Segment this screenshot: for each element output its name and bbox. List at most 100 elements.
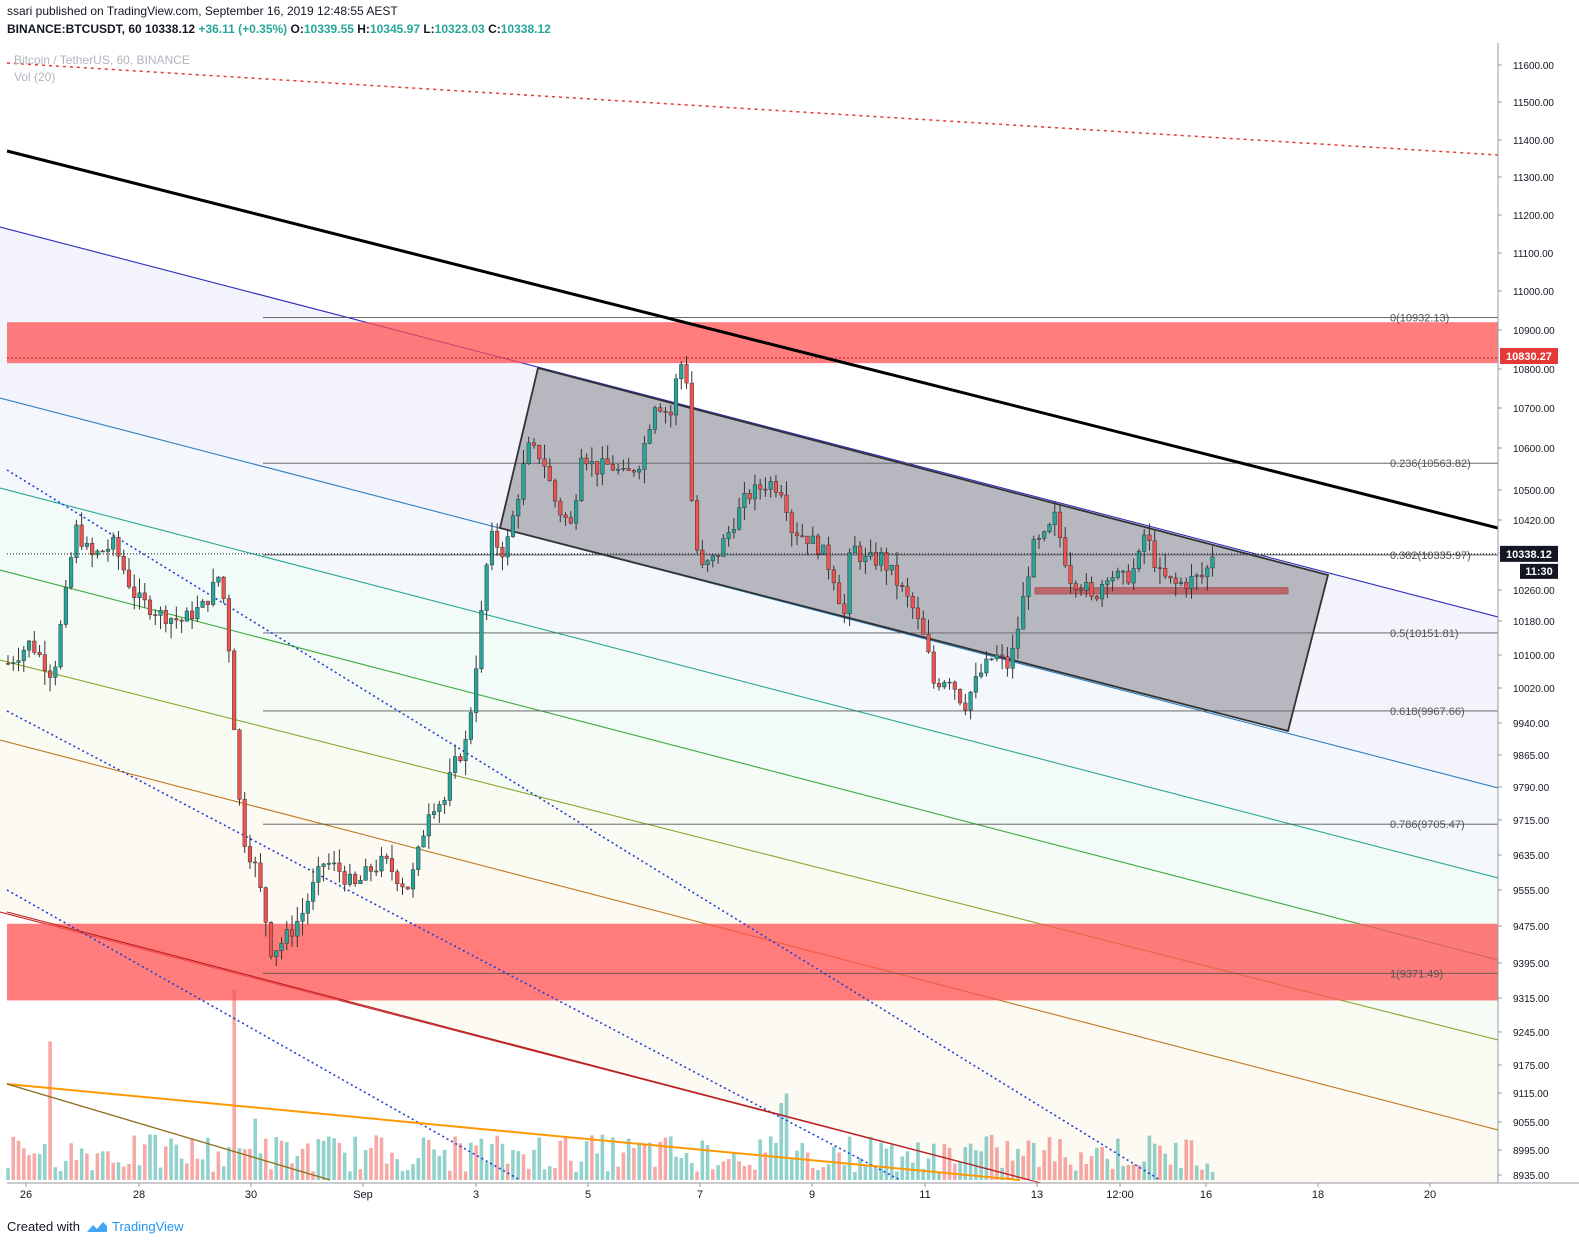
volume-bar [1184, 1139, 1189, 1180]
volume-bar [916, 1142, 920, 1180]
candle-body [58, 624, 63, 668]
candle-body [253, 861, 258, 864]
volume-bar [979, 1151, 983, 1180]
candle-body [5, 663, 11, 665]
candle-body [1000, 654, 1005, 657]
volume-bar [169, 1138, 173, 1180]
volume-bar [200, 1159, 205, 1180]
volume-bar [121, 1166, 126, 1180]
volume-bar [1100, 1146, 1104, 1180]
candle-body [1084, 581, 1089, 591]
candle-body [621, 468, 626, 470]
candle-body [163, 609, 168, 624]
volume-bar [658, 1141, 663, 1180]
volume-bar [647, 1142, 652, 1180]
candle-body [1005, 656, 1010, 669]
volume-bar [726, 1159, 731, 1180]
candle-body [1036, 538, 1042, 540]
candle-body [574, 500, 579, 524]
candle-body [147, 599, 153, 616]
candle-body [1210, 556, 1215, 569]
candle-body [353, 873, 358, 884]
candle-body [463, 739, 468, 762]
volume-bar [1179, 1167, 1183, 1180]
candle-body [74, 524, 79, 558]
volume-bar [737, 1161, 741, 1180]
volume-bar [847, 1136, 852, 1180]
candle-body [779, 492, 784, 496]
candle-body [726, 532, 731, 539]
candle-body [484, 564, 489, 611]
candle-body [316, 866, 321, 883]
volume-bar [1079, 1152, 1083, 1180]
volume-bar [384, 1163, 389, 1180]
symbol-label[interactable]: BINANCE:BTCUSDT, 60 [7, 22, 142, 36]
volume-bar [37, 1154, 42, 1180]
volume-bar [1210, 1171, 1215, 1180]
volume-bar [595, 1153, 599, 1180]
volume-bar [395, 1159, 400, 1180]
candle-body [116, 537, 121, 557]
price-tick-label: 9175.00 [1513, 1061, 1550, 1072]
low-value: 10323.03 [434, 22, 485, 36]
volume-bar [490, 1143, 494, 1180]
countdown-text: 11:30 [1525, 566, 1553, 578]
volume-bar [758, 1139, 762, 1180]
regression-band-fill [0, 398, 1498, 878]
candle-body [195, 607, 200, 620]
volume-bar [100, 1151, 105, 1180]
last-value: 10338.12 [145, 22, 196, 36]
orange-trend-line [6, 1083, 1021, 1181]
candle-body [679, 364, 684, 380]
price-tick-label: 11500.00 [1513, 98, 1554, 109]
time-tick-label: 30 [245, 1189, 257, 1201]
candle-body [737, 507, 742, 530]
candle-body [979, 672, 984, 677]
regression-band-line [0, 487, 1498, 879]
volume-bar [1084, 1164, 1089, 1180]
candle-body [53, 666, 58, 678]
price-tick-label: 10800.00 [1513, 365, 1555, 376]
volume-bar [358, 1169, 363, 1180]
candle-body [689, 382, 694, 501]
candle-body [1110, 577, 1115, 582]
candle-body [1126, 570, 1131, 584]
candle-body [11, 662, 16, 664]
tradingview-brand[interactable]: TradingView [111, 1219, 184, 1234]
volume-bar [526, 1168, 531, 1180]
candle-body [763, 488, 768, 491]
candle-body [537, 445, 542, 460]
volume-bar [295, 1155, 300, 1180]
volume-bar [558, 1140, 563, 1180]
volume-bar [74, 1159, 79, 1180]
volume-bar [427, 1139, 431, 1180]
volume-bar [142, 1144, 147, 1180]
volume-bar [974, 1150, 978, 1180]
candle-body [563, 514, 568, 518]
volume-bar [863, 1164, 868, 1180]
candle-body [100, 550, 105, 553]
volume-bar [784, 1093, 789, 1180]
volume-bar [148, 1134, 152, 1180]
volume-bar [1042, 1150, 1047, 1180]
candle-body [495, 530, 500, 548]
candle-body [989, 658, 994, 661]
ohlc-line: BINANCE:BTCUSDT, 60 10338.12 +36.11 (+0.… [7, 22, 551, 36]
candle-body [794, 532, 800, 537]
volume-bar [227, 1147, 231, 1180]
candle-body [910, 596, 915, 609]
volume-bar [837, 1152, 841, 1180]
candle-body [1147, 534, 1152, 541]
candle-body [700, 549, 705, 565]
volume-bar [584, 1141, 589, 1180]
volume-bar [58, 1171, 63, 1180]
candle-body [205, 600, 210, 605]
candle-body [474, 668, 479, 713]
volume-bar [605, 1171, 610, 1180]
volume-bar [1010, 1160, 1015, 1180]
volume-bar [1194, 1165, 1199, 1180]
volume-bar [537, 1137, 542, 1180]
volume-bar [968, 1143, 973, 1180]
candle-body [505, 536, 510, 558]
